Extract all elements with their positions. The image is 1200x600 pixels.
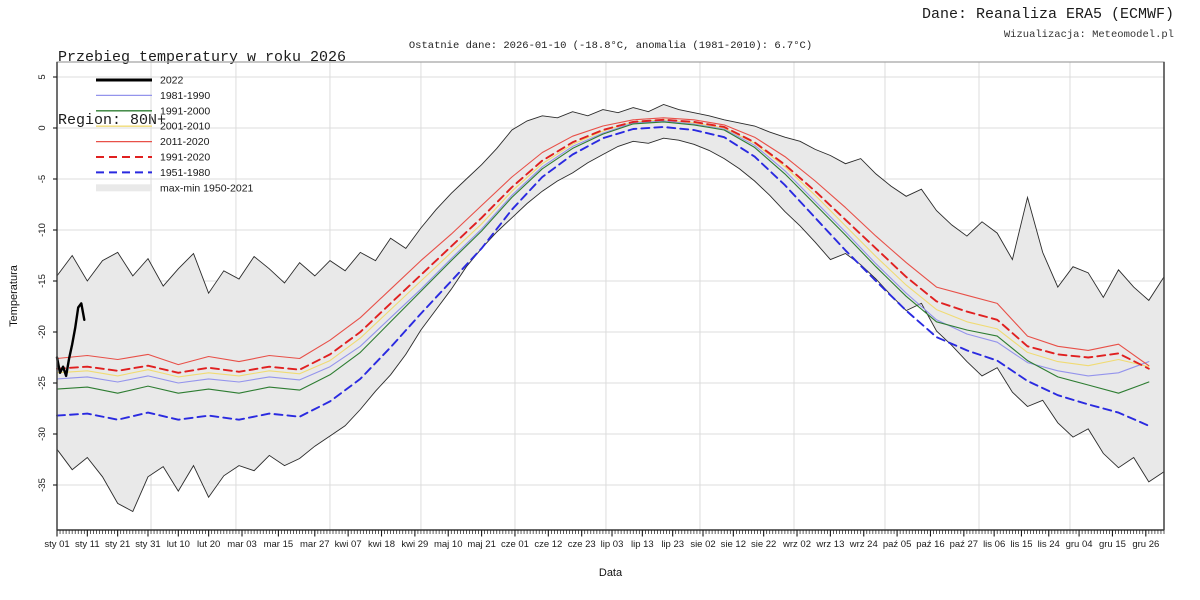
legend-label: 1951-1980: [160, 167, 210, 179]
legend-label: 2001-2010: [160, 121, 210, 133]
chart-region: Region: 80N+: [58, 112, 167, 129]
x-tick-label: gru 15: [1099, 539, 1126, 550]
legend-label: 1981-1990: [160, 90, 210, 102]
x-tick-label: mar 27: [300, 539, 330, 550]
source-block: Dane: Reanaliza ERA5 (ECMWF) Wizualizacj…: [922, 5, 1174, 41]
legend-label: 2022: [160, 75, 184, 87]
x-tick-label: lip 23: [661, 539, 684, 550]
y-tick-label: -35: [37, 478, 48, 492]
legend-label: 2011-2020: [160, 136, 210, 148]
series-1991-2020: [56, 118, 1150, 374]
x-tick-label: sty 01: [44, 539, 69, 550]
y-tick-label: -25: [37, 376, 48, 390]
x-tick-label: lut 20: [197, 539, 220, 550]
series-2011-2020: [56, 117, 1150, 367]
x-axis-ticks: sty 01 sty 11 sty 21 sty 31 lut 10 lut 20 mar …: [44, 530, 1165, 550]
y-tick-label: -30: [37, 427, 48, 441]
x-tick-label: mar 15: [264, 539, 294, 550]
y-tick-label: 0: [37, 125, 48, 130]
x-tick-label: paź 16: [916, 539, 945, 550]
x-tick-label: paź 05: [883, 539, 912, 550]
y-tick-label: 5: [37, 74, 48, 79]
x-tick-label: paź 27: [950, 539, 979, 550]
x-tick-label: sie 12: [721, 539, 746, 550]
y-tick-label: -10: [37, 223, 48, 237]
x-tick-label: sty 11: [75, 539, 100, 550]
x-tick-label: cze 12: [534, 539, 562, 550]
legend-label: 1991-2020: [160, 152, 210, 164]
series-2001-2010: [56, 119, 1150, 378]
x-tick-label: sty 31: [135, 539, 160, 550]
x-tick-label: kwi 29: [401, 539, 428, 550]
x-tick-label: wrz 24: [849, 539, 878, 550]
x-tick-label: kwi 18: [368, 539, 395, 550]
x-tick-label: mar 03: [227, 539, 257, 550]
x-tick-label: lip 03: [601, 539, 624, 550]
y-tick-label: -20: [37, 325, 48, 339]
series-1981-1990: [56, 120, 1150, 384]
x-tick-label: lip 13: [631, 539, 654, 550]
minmax-band: [56, 104, 1165, 513]
latest-data-subtitle: Ostatnie dane: 2026-01-10 (-18.8°C, anom…: [408, 40, 813, 52]
x-tick-label: lis 24: [1038, 539, 1060, 550]
y-tick-label: -5: [37, 175, 48, 183]
legend-band-sample: [96, 184, 152, 192]
x-axis-title: Data: [598, 567, 623, 579]
y-tick-label: -15: [37, 274, 48, 288]
x-tick-label: sty 21: [105, 539, 130, 550]
x-tick-label: lis 15: [1010, 539, 1032, 550]
x-tick-label: sie 22: [751, 539, 776, 550]
visualization-credit: Wizualizacja: Meteomodel.pl: [1003, 29, 1174, 41]
x-tick-label: maj 21: [467, 539, 496, 550]
x-tick-label: maj 10: [434, 539, 463, 550]
x-tick-label: sie 02: [690, 539, 715, 550]
series-2022: [55, 302, 86, 378]
x-tick-label: cze 23: [568, 539, 596, 550]
x-tick-label: lut 10: [167, 539, 190, 550]
series-1951-1980: [56, 126, 1150, 427]
plot-frame: [56, 61, 1165, 531]
y-axis-ticks: 5 0 -5 -10 -15 -20 -25 -30 -35: [37, 74, 57, 492]
x-tick-label: lis 06: [983, 539, 1005, 550]
x-tick-label: cze 01: [501, 539, 529, 550]
legend-label: 1991-2000: [160, 105, 210, 117]
x-tick-label: wrz 02: [782, 539, 811, 550]
chart-legend: 2022 1981-1990 1991-2000 2001-2010 2011-2020…: [96, 75, 254, 194]
legend-label: max-min 1950-2021: [160, 182, 254, 194]
x-tick-label: gru 26: [1132, 539, 1159, 550]
x-tick-label: kwi 07: [335, 539, 362, 550]
x-tick-label: gru 04: [1066, 539, 1093, 550]
x-tick-label: wrz 13: [815, 539, 844, 550]
data-source: Dane: Reanaliza ERA5 (ECMWF): [921, 6, 1174, 23]
series-1991-2000: [56, 121, 1150, 394]
